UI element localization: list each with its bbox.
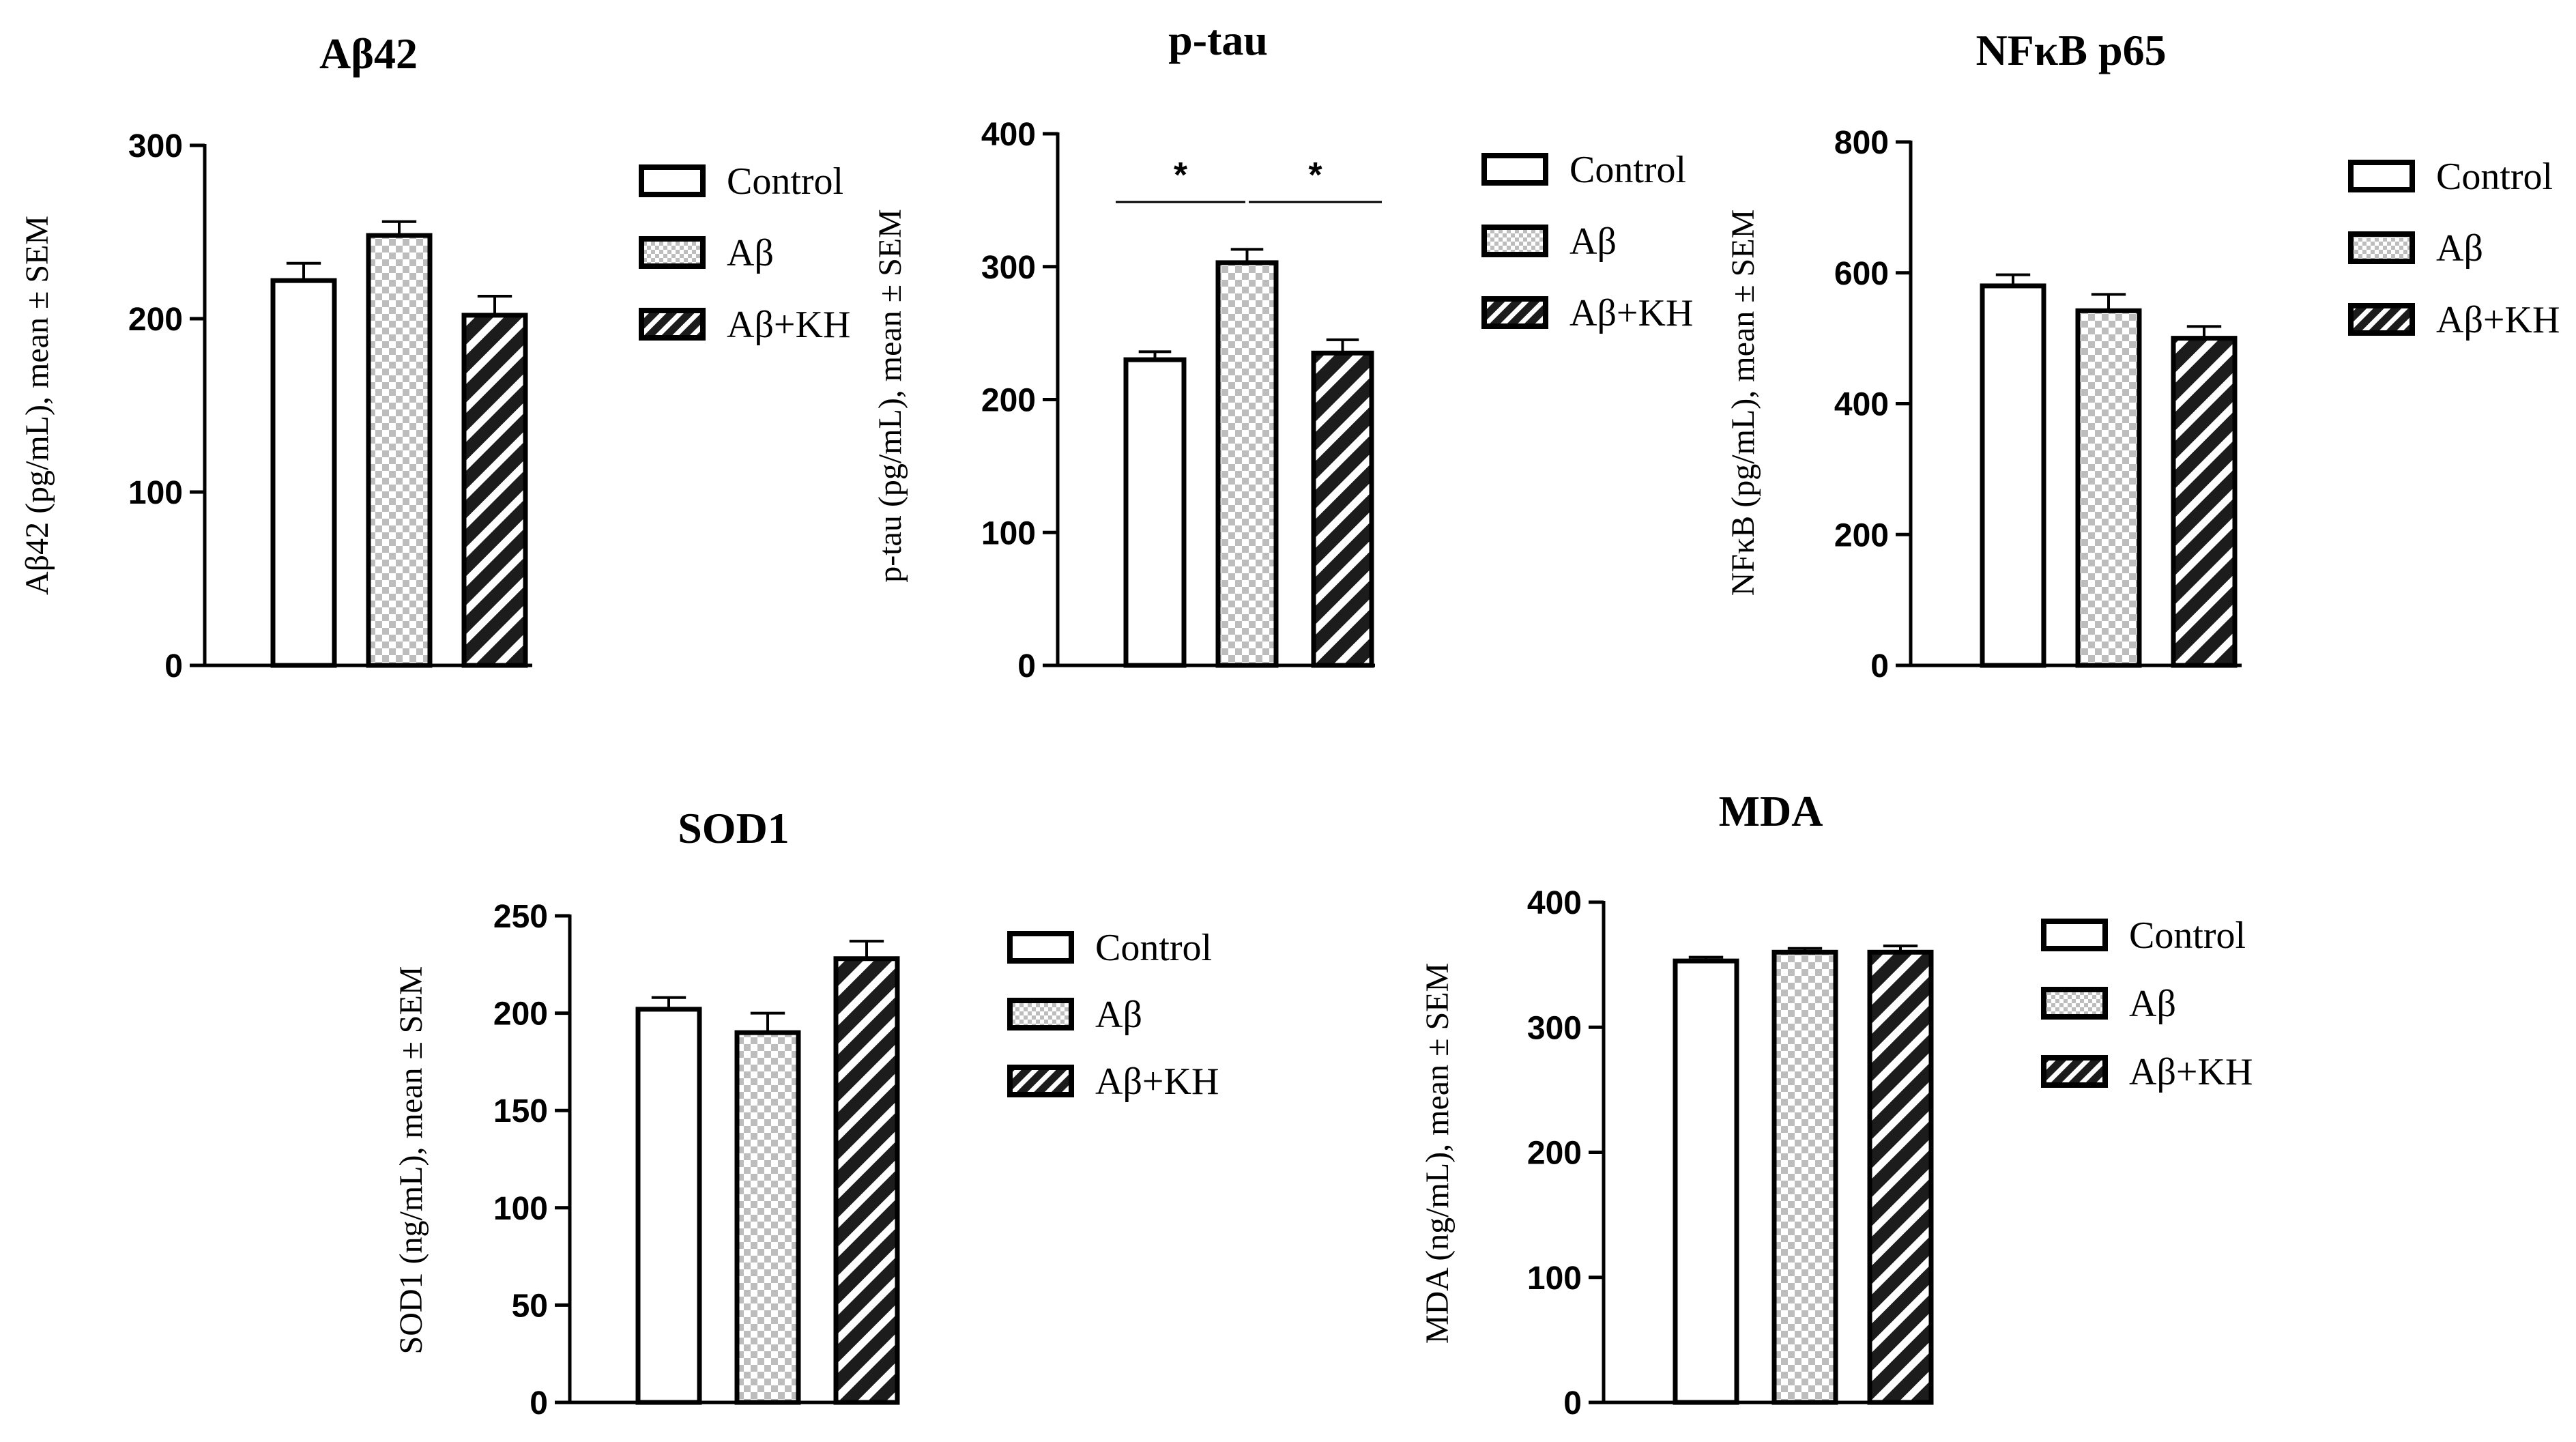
legend-swatch (1481, 153, 1548, 186)
bar-a-kh (833, 956, 900, 1405)
y-tick-label: 800 (1834, 125, 1889, 161)
chart-title: p-tau (1168, 16, 1268, 64)
y-axis-label: MDA (ng/mL), mean ± SEM (1419, 963, 1456, 1344)
y-tick-label: 300 (981, 250, 1036, 286)
chart-panel-1: Aβ42 Aβ42 (pg/mL), mean ± SEM 0 100 200 300 Co… (19, 29, 850, 684)
legend-label: Aβ (727, 232, 774, 274)
bar-control (1123, 357, 1187, 668)
bar-control (1673, 958, 1739, 1405)
legend-label: Aβ (1095, 994, 1142, 1036)
bar-a-kh (2171, 336, 2238, 668)
legend-swatch (1007, 931, 1074, 964)
bar-a- (1771, 949, 1838, 1405)
legend-label: Aβ (2129, 983, 2176, 1025)
y-tick-label: 200 (128, 302, 183, 338)
legend: Control Aβ Aβ+KH (2348, 156, 2560, 341)
legend-swatch (2041, 919, 2108, 951)
bar-a-kh (1311, 350, 1374, 668)
y-tick-label: 100 (1527, 1260, 1582, 1297)
significance-label: * (1308, 156, 1322, 195)
chart-title: NFκB p65 (1976, 26, 2166, 74)
legend-swatch (1007, 1065, 1074, 1097)
legend-label: Aβ+KH (1095, 1061, 1219, 1103)
chart-panel-2: p-tau p-tau (pg/mL), mean ± SEM 0 100 200 300… (872, 16, 1693, 684)
bar-a-kh (461, 313, 528, 668)
y-tick-label: 250 (493, 899, 548, 935)
legend-label: Aβ (2436, 227, 2483, 270)
significance-label: * (1174, 156, 1188, 195)
legend-label: Control (1569, 149, 1686, 191)
legend-swatch (1481, 225, 1548, 257)
y-axis-label: NFκB (pg/mL), mean ± SEM (1725, 210, 1761, 596)
legend: Control Aβ Aβ+KH (1007, 927, 1219, 1103)
bar-a- (2075, 308, 2142, 668)
legend-swatch (1007, 998, 1074, 1030)
legend: Control Aβ Aβ+KH (2041, 914, 2253, 1093)
legend-label: Control (1095, 927, 1212, 969)
bar-control (635, 1007, 702, 1405)
chart-panel-4: SOD1 SOD1 (ng/mL), mean ± SEM 0 50 100 150 200… (393, 804, 1219, 1422)
y-axis-label: SOD1 (ng/mL), mean ± SEM (393, 966, 429, 1355)
bar-a- (1215, 260, 1279, 668)
y-axis-label: p-tau (pg/mL), mean ± SEM (872, 209, 908, 583)
chart-panel-5: MDA MDA (ng/mL), mean ± SEM 0 100 200 300 400 C… (1419, 787, 2253, 1422)
legend-label: Aβ+KH (2129, 1051, 2253, 1093)
y-tick-label: 300 (128, 128, 183, 164)
y-tick-label: 200 (1834, 517, 1889, 553)
y-tick-label: 200 (493, 996, 548, 1033)
legend-swatch (2041, 1055, 2108, 1088)
legend-swatch (639, 236, 706, 269)
y-tick-label: 0 (530, 1385, 548, 1422)
legend-label: Control (727, 160, 843, 203)
legend: Control Aβ Aβ+KH (639, 160, 850, 346)
y-tick-label: 150 (493, 1093, 548, 1129)
legend: Control Aβ Aβ+KH (1481, 149, 1693, 334)
legend-label: Aβ (1569, 220, 1617, 263)
chart-panel-3: NFκB p65 NFκB (pg/mL), mean ± SEM 0 200 400 6… (1725, 26, 2560, 684)
legend-label: Aβ+KH (727, 304, 850, 346)
y-tick-label: 0 (1563, 1385, 1582, 1422)
y-tick-label: 200 (981, 383, 1036, 419)
chart-title: Aβ42 (319, 29, 418, 78)
legend-swatch (639, 308, 706, 341)
legend-swatch (2041, 987, 2108, 1020)
bar-a- (366, 233, 433, 668)
y-tick-label: 100 (981, 515, 1036, 551)
y-tick-label: 400 (1834, 387, 1889, 423)
bar-control (1980, 283, 2046, 668)
legend-swatch (639, 164, 706, 197)
bar-a- (734, 1030, 801, 1405)
legend-label: Aβ+KH (1569, 292, 1693, 334)
chart-title: MDA (1719, 787, 1823, 835)
y-axis-label: Aβ42 (pg/mL), mean ± SEM (19, 216, 55, 595)
y-tick-label: 400 (981, 117, 1036, 153)
y-tick-label: 400 (1527, 885, 1582, 921)
legend-swatch (2348, 303, 2415, 336)
bar-control (270, 278, 337, 668)
y-tick-label: 100 (493, 1191, 548, 1227)
bar-a-kh (1867, 949, 1934, 1405)
y-tick-label: 50 (512, 1288, 548, 1324)
y-tick-label: 0 (164, 648, 183, 684)
legend-swatch (1481, 296, 1548, 329)
legend-swatch (2348, 160, 2415, 192)
legend-label: Control (2436, 156, 2553, 198)
legend-label: Control (2129, 914, 2246, 957)
y-tick-label: 600 (1834, 256, 1889, 292)
y-tick-label: 0 (1017, 648, 1036, 684)
y-tick-label: 300 (1527, 1010, 1582, 1046)
legend-label: Aβ+KH (2436, 299, 2560, 341)
y-tick-label: 100 (128, 475, 183, 511)
y-tick-label: 200 (1527, 1136, 1582, 1172)
legend-swatch (2348, 231, 2415, 264)
chart-title: SOD1 (678, 804, 790, 852)
y-tick-label: 0 (1870, 648, 1889, 684)
